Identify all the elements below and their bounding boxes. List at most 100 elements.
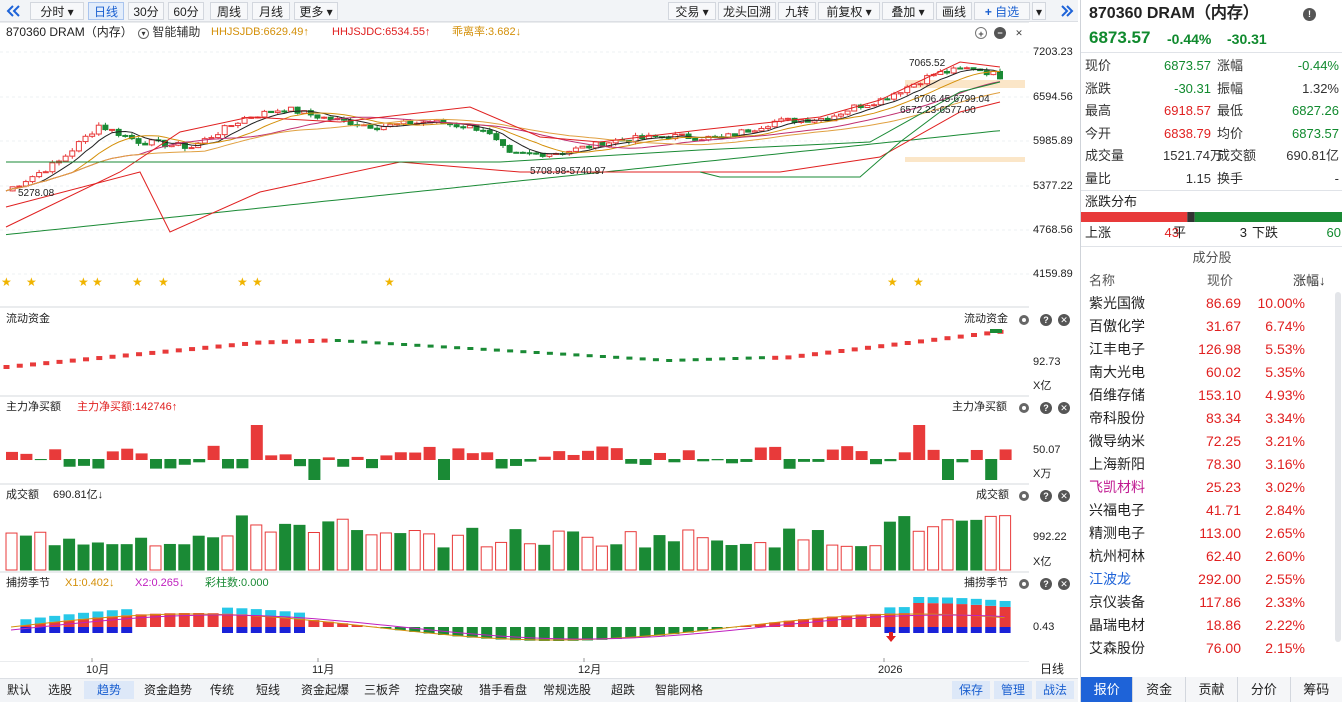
period-fenshi-button[interactable]: 分时 ▾ — [30, 2, 84, 20]
trade-menu-button[interactable]: 交易 ▾ — [668, 2, 716, 20]
strategy-tab[interactable]: 三板斧 — [363, 683, 400, 697]
strategy-tab[interactable]: 短线 — [255, 683, 280, 697]
mainflow-help-icon[interactable]: ? — [1040, 402, 1052, 414]
col-price[interactable]: 现价 — [1207, 273, 1234, 288]
component-row[interactable]: 江丰电子 126.98 5.53% — [1089, 338, 1341, 361]
col-name[interactable]: 名称 — [1089, 273, 1116, 288]
strategy-tab[interactable]: 趋势 — [84, 681, 134, 699]
component-row[interactable]: 上海新阳 78.30 3.16% — [1089, 453, 1341, 476]
add-watchlist-button[interactable]: + 自选 — [974, 2, 1030, 20]
stock-price: 31.67 — [1205, 318, 1241, 334]
quote-tab[interactable]: 报价 — [1080, 677, 1133, 702]
stock-name: 京仪装备 — [1089, 594, 1145, 610]
signal-star-icon: ★ — [158, 275, 169, 289]
liquidity-help-icon[interactable]: ? — [1040, 314, 1052, 326]
toolbar-dropdown-icon[interactable]: ▾ — [1032, 2, 1046, 20]
period-30min-button[interactable]: 30分 — [128, 2, 164, 20]
strategy-tab[interactable]: 资金趋势 — [143, 683, 192, 697]
kline-chart-area[interactable]: ★ ★ ★ ★ ★ ★ ★ ★ ★ ★ ★ — [0, 22, 1078, 662]
mainflow-settings-icon[interactable] — [1018, 402, 1030, 417]
strategy-tab[interactable]: 传统 — [209, 683, 234, 697]
quote-tab[interactable]: 筹码 — [1289, 677, 1342, 702]
period-day-button[interactable]: 日线 — [88, 2, 124, 20]
strategy-tab[interactable]: 超跌 — [610, 683, 635, 697]
quote-tab[interactable]: 分价 — [1237, 677, 1290, 702]
more-periods-button[interactable]: 更多 ▾ — [294, 2, 338, 20]
component-row[interactable]: 微导纳米 72.25 3.21% — [1089, 430, 1341, 453]
component-row[interactable]: 飞凯材料 25.23 3.02% — [1089, 476, 1341, 499]
strategy-tab[interactable]: 选股 — [47, 683, 72, 697]
component-row[interactable]: 兴福电子 41.71 2.84% — [1089, 499, 1341, 522]
save-button[interactable]: 保存 — [952, 681, 990, 699]
quote-value: -30.31 — [1174, 80, 1211, 96]
indicator-hhjsjdc: HHJSJDC:6534.55↑ — [332, 26, 431, 38]
manage-button[interactable]: 管理 — [994, 681, 1032, 699]
strategy-tab[interactable]: 默认 — [6, 683, 31, 697]
indicator-hhjsjdb: HHJSJDB:6629.49↑ — [211, 26, 309, 38]
season-help-icon[interactable]: ? — [1040, 578, 1052, 590]
season-bars — [20, 597, 1011, 641]
strategy-button[interactable]: 战法 — [1036, 681, 1074, 699]
smart-assist-toggle[interactable]: ▾ 智能辅助 — [138, 26, 200, 39]
volume-settings-icon[interactable] — [1018, 490, 1030, 505]
list-scrollbar[interactable] — [1335, 292, 1341, 642]
add-panel-icon[interactable]: + — [975, 27, 987, 39]
quote-label: 今开 — [1085, 125, 1112, 141]
period-month-button[interactable]: 月线 — [252, 2, 290, 20]
overlay-menu-button[interactable]: 叠加 ▾ — [882, 2, 934, 20]
col-change-pct[interactable]: 涨幅↓ — [1293, 273, 1326, 288]
period-60min-button[interactable]: 60分 — [168, 2, 204, 20]
leader-backtrack-button[interactable]: 龙头回溯 — [718, 2, 776, 20]
close-panel-icon[interactable]: ✕ — [1013, 27, 1025, 39]
component-row[interactable]: 晶瑞电材 18.86 2.22% — [1089, 614, 1341, 637]
component-row[interactable]: 精测电子 113.00 2.65% — [1089, 522, 1341, 545]
liquidity-close-icon[interactable]: ✕ — [1058, 314, 1070, 326]
strategy-tab[interactable]: 控盘突破 — [414, 683, 463, 697]
strategy-tab[interactable]: 猎手看盘 — [478, 683, 527, 697]
period-week-button[interactable]: 周线 — [210, 2, 248, 20]
ma5-line — [5, 68, 1001, 192]
component-row[interactable]: 京仪装备 117.86 2.33% — [1089, 591, 1341, 614]
season-x2-line — [10, 614, 1005, 640]
mainflow-title: 主力净买额 — [6, 401, 61, 413]
mainflow-close-icon[interactable]: ✕ — [1058, 402, 1070, 414]
down-count: 60 — [1326, 225, 1341, 240]
component-row[interactable]: 紫光国微 86.69 10.00% — [1089, 292, 1341, 315]
strategy-tab[interactable]: 常规选股 — [542, 683, 591, 697]
mainflow-value: 主力净买额:142746↑ — [77, 401, 178, 413]
component-row[interactable]: 南大光电 60.02 5.35% — [1089, 361, 1341, 384]
minus-panel-icon[interactable]: − — [994, 27, 1006, 39]
high-annotation: 7065.52 — [909, 58, 946, 69]
volume-help-icon[interactable]: ? — [1040, 490, 1052, 502]
quote-value: 6918.57 — [1164, 103, 1211, 118]
strategy-tab[interactable]: 智能网格 — [654, 683, 703, 697]
strategy-tab[interactable]: 资金起爆 — [300, 683, 349, 697]
nine-turn-button[interactable]: 九转 — [778, 2, 816, 20]
stock-name: 微导纳米 — [1089, 433, 1145, 449]
component-row[interactable]: 百傲化学 31.67 6.74% — [1089, 315, 1341, 338]
quote-change-pct: -0.44% — [1167, 31, 1212, 47]
volume-close-icon[interactable]: ✕ — [1058, 490, 1070, 502]
component-row[interactable]: 艾森股份 76.00 2.15% — [1089, 637, 1341, 660]
component-row[interactable]: 佰维存储 153.10 4.93% — [1089, 384, 1341, 407]
period-indicator[interactable]: 日线 — [1040, 662, 1065, 676]
component-row[interactable]: 帝科股份 83.34 3.34% — [1089, 407, 1341, 430]
quote-tab[interactable]: 贡献 — [1184, 677, 1238, 702]
collapse-chevrons-icon[interactable] — [1058, 3, 1074, 19]
stock-change-pct: 2.84% — [1265, 502, 1305, 518]
season-close-icon[interactable]: ✕ — [1058, 578, 1070, 590]
quote-tab[interactable]: 资金 — [1132, 677, 1185, 702]
season-settings-icon[interactable] — [1018, 578, 1030, 593]
draw-button[interactable]: 画线 — [936, 2, 972, 20]
season-x1-line — [10, 613, 1005, 641]
stock-change-pct: 5.35% — [1265, 364, 1305, 380]
adjust-menu-button[interactable]: 前复权 ▾ — [818, 2, 880, 20]
back-chevrons-icon[interactable] — [4, 4, 24, 18]
component-row[interactable]: 江波龙 292.00 2.55% — [1089, 568, 1341, 591]
components-title: 成分股 — [1192, 250, 1232, 265]
info-icon[interactable]: ! — [1303, 8, 1316, 21]
distribution-title: 涨跌分布 — [1085, 194, 1138, 209]
component-row[interactable]: 杭州柯林 62.40 2.60% — [1089, 545, 1341, 568]
stock-name: 上海新阳 — [1089, 456, 1145, 472]
liquidity-settings-icon[interactable] — [1018, 314, 1030, 329]
